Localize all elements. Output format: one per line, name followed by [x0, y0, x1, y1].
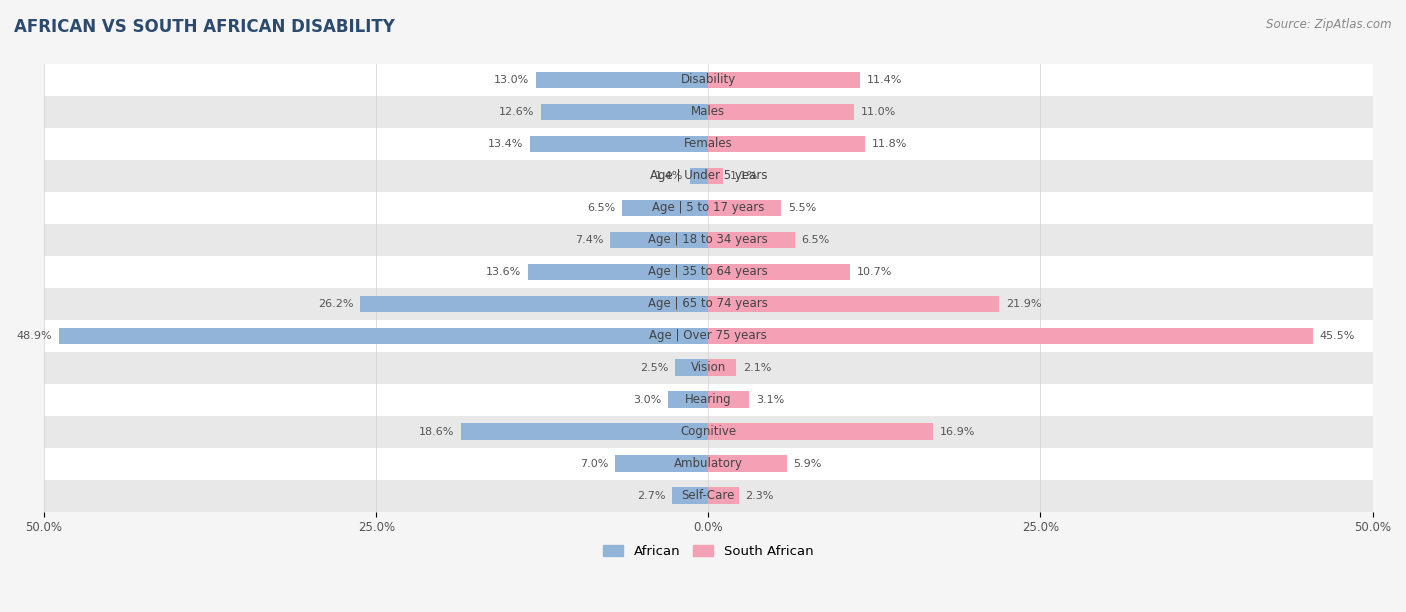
Bar: [44, 448, 1372, 480]
Text: 18.6%: 18.6%: [419, 427, 454, 437]
Text: 2.3%: 2.3%: [745, 491, 773, 501]
Bar: [44, 480, 1372, 512]
Bar: [541, 103, 709, 120]
Bar: [461, 424, 709, 440]
Bar: [44, 352, 1372, 384]
Bar: [709, 455, 787, 472]
Bar: [44, 416, 1372, 448]
Bar: [44, 96, 1372, 128]
Bar: [44, 320, 1372, 352]
Bar: [668, 392, 709, 408]
Bar: [709, 72, 859, 88]
Text: Males: Males: [692, 105, 725, 119]
Text: Disability: Disability: [681, 73, 735, 86]
Text: 1.1%: 1.1%: [730, 171, 758, 181]
Bar: [672, 487, 709, 504]
Bar: [44, 384, 1372, 416]
Bar: [690, 168, 709, 184]
Text: Source: ZipAtlas.com: Source: ZipAtlas.com: [1267, 18, 1392, 31]
Text: 2.5%: 2.5%: [640, 363, 668, 373]
Text: Vision: Vision: [690, 361, 725, 375]
Text: 13.0%: 13.0%: [494, 75, 529, 85]
Text: 16.9%: 16.9%: [939, 427, 974, 437]
Text: AFRICAN VS SOUTH AFRICAN DISABILITY: AFRICAN VS SOUTH AFRICAN DISABILITY: [14, 18, 395, 36]
Text: Cognitive: Cognitive: [681, 425, 737, 438]
Text: 5.5%: 5.5%: [787, 203, 817, 213]
Bar: [709, 200, 782, 216]
Text: Self-Care: Self-Care: [682, 489, 735, 502]
Bar: [709, 103, 855, 120]
Text: Hearing: Hearing: [685, 394, 731, 406]
Bar: [536, 72, 709, 88]
Bar: [44, 64, 1372, 96]
Bar: [44, 128, 1372, 160]
Bar: [709, 136, 865, 152]
Text: 6.5%: 6.5%: [588, 203, 616, 213]
Text: 45.5%: 45.5%: [1319, 331, 1355, 341]
Bar: [360, 296, 709, 312]
Bar: [616, 455, 709, 472]
Bar: [530, 136, 709, 152]
Text: Ambulatory: Ambulatory: [673, 457, 742, 470]
Bar: [709, 296, 1000, 312]
Text: 3.0%: 3.0%: [634, 395, 662, 405]
Bar: [709, 359, 737, 376]
Text: 2.7%: 2.7%: [637, 491, 666, 501]
Text: 1.4%: 1.4%: [655, 171, 683, 181]
Bar: [44, 160, 1372, 192]
Bar: [44, 288, 1372, 320]
Text: 12.6%: 12.6%: [499, 107, 534, 117]
Text: Females: Females: [683, 138, 733, 151]
Bar: [709, 231, 794, 248]
Text: 13.6%: 13.6%: [485, 267, 522, 277]
Text: Age | 35 to 64 years: Age | 35 to 64 years: [648, 266, 768, 278]
Legend: African, South African: African, South African: [598, 539, 818, 564]
Bar: [59, 327, 709, 344]
Text: 7.4%: 7.4%: [575, 235, 603, 245]
Bar: [610, 231, 709, 248]
Text: 13.4%: 13.4%: [488, 139, 523, 149]
Text: 7.0%: 7.0%: [581, 459, 609, 469]
Bar: [527, 264, 709, 280]
Text: Age | Over 75 years: Age | Over 75 years: [650, 329, 768, 342]
Text: Age | 18 to 34 years: Age | 18 to 34 years: [648, 233, 768, 247]
Bar: [709, 264, 851, 280]
Bar: [709, 424, 932, 440]
Text: 11.0%: 11.0%: [860, 107, 896, 117]
Bar: [709, 392, 749, 408]
Text: 10.7%: 10.7%: [858, 267, 893, 277]
Text: Age | 65 to 74 years: Age | 65 to 74 years: [648, 297, 768, 310]
Text: 6.5%: 6.5%: [801, 235, 830, 245]
Bar: [709, 487, 738, 504]
Text: Age | 5 to 17 years: Age | 5 to 17 years: [652, 201, 765, 214]
Bar: [709, 327, 1313, 344]
Text: 11.8%: 11.8%: [872, 139, 907, 149]
Text: 48.9%: 48.9%: [17, 331, 52, 341]
Bar: [44, 224, 1372, 256]
Bar: [675, 359, 709, 376]
Text: 3.1%: 3.1%: [756, 395, 785, 405]
Text: 11.4%: 11.4%: [866, 75, 901, 85]
Bar: [709, 168, 723, 184]
Text: Age | Under 5 years: Age | Under 5 years: [650, 170, 768, 182]
Bar: [44, 256, 1372, 288]
Text: 2.1%: 2.1%: [742, 363, 772, 373]
Text: 26.2%: 26.2%: [318, 299, 353, 309]
Bar: [44, 192, 1372, 224]
Bar: [621, 200, 709, 216]
Text: 21.9%: 21.9%: [1005, 299, 1042, 309]
Text: 5.9%: 5.9%: [793, 459, 821, 469]
